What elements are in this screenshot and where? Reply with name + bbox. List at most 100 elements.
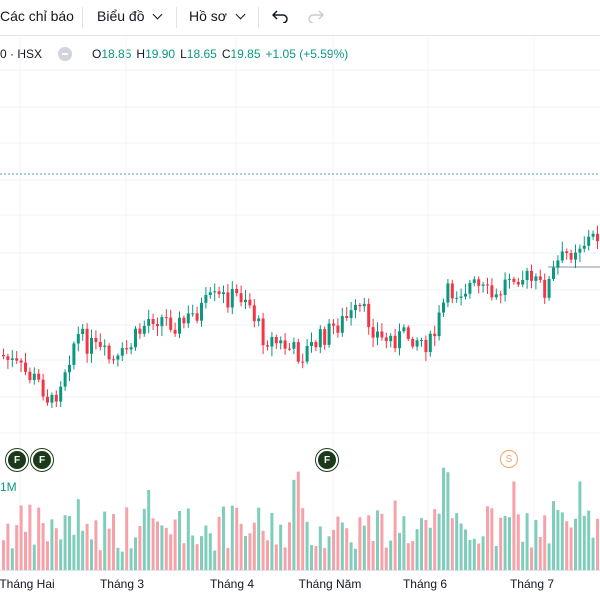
volume-bar [59, 539, 63, 570]
volume-bar [472, 538, 476, 570]
volume-bar [327, 536, 331, 570]
candle-body [217, 291, 221, 295]
candle-body [560, 251, 564, 261]
profile-button[interactable]: Hồ sơ [189, 8, 246, 24]
candle-body [367, 303, 371, 328]
volume-bar [525, 513, 529, 570]
volume-bar [134, 537, 137, 570]
visibility-toggle-icon[interactable] [58, 47, 73, 61]
candle-body [6, 356, 10, 360]
indicators-button[interactable]: Các chỉ báo [0, 8, 74, 24]
candle-body [486, 284, 489, 286]
candle-body [534, 276, 538, 281]
close-label: C [221, 47, 231, 61]
volume-bar [279, 524, 283, 570]
candle-body [235, 288, 239, 294]
event-marker-f[interactable]: F [6, 449, 28, 471]
volume-bar [556, 510, 560, 570]
candle-body [420, 339, 423, 341]
candle-body [32, 373, 36, 381]
time-axis[interactable]: Tháng Hai Tháng 3 Tháng 4 Tháng Năm Thán… [0, 570, 600, 601]
volume-bar [477, 543, 481, 570]
candle-body [116, 355, 120, 360]
candle-body [222, 292, 225, 295]
candle-body [393, 335, 397, 349]
marker-letter: S [505, 453, 513, 465]
candle-body [257, 318, 261, 322]
toolbar-divider [176, 7, 177, 28]
candle-body [195, 313, 199, 321]
candle-body [76, 334, 80, 344]
volume-bar [191, 535, 195, 570]
candle-body [292, 342, 296, 349]
chart-type-button[interactable]: Biểu đồ [97, 8, 163, 24]
candle-body [15, 358, 19, 361]
volume-bar [208, 533, 212, 570]
symbol-label[interactable]: 0 · HSX [0, 47, 43, 61]
volume-bar [235, 507, 239, 570]
candle-body [191, 313, 195, 315]
candle-body [362, 303, 366, 307]
volume-bar [283, 547, 287, 570]
volume-bar [332, 529, 335, 570]
volume-bar [54, 528, 58, 570]
volume-bar [28, 504, 32, 570]
candle-body [446, 283, 450, 303]
volume-bar [521, 541, 525, 570]
price-chart[interactable] [0, 35, 600, 570]
candle-body [85, 328, 89, 354]
undo-button[interactable] [272, 9, 288, 23]
candle-body [156, 324, 159, 327]
volume-bar [151, 518, 155, 570]
volume-bar [437, 513, 441, 570]
volume-bar [195, 544, 199, 570]
x-tick-label: Tháng Năm [298, 577, 362, 591]
candle-body [318, 329, 322, 348]
high-value: 19.90 [145, 47, 176, 61]
volume-bar [270, 512, 274, 570]
volume-bar [406, 543, 410, 570]
volume-bar [389, 540, 393, 570]
volume-bar [486, 506, 489, 570]
candle-body [450, 283, 454, 299]
volume-bar [358, 517, 362, 570]
volume-bar [46, 541, 49, 570]
candle-body [525, 270, 529, 281]
volume-bar [239, 523, 243, 570]
candle-body [472, 279, 476, 283]
candle-body [72, 343, 76, 365]
volume-bar [63, 515, 67, 570]
change-value: +1.05 (+5.59%) [265, 47, 349, 61]
candle-body [252, 305, 256, 322]
candle-body [565, 251, 569, 254]
candle-body [173, 329, 177, 334]
volume-bar [411, 541, 415, 570]
volume-bar [503, 515, 507, 570]
redo-button[interactable] [308, 9, 324, 23]
candle-body [578, 248, 582, 253]
volume-bar [230, 505, 234, 570]
candle-body [68, 364, 71, 373]
candle-body [503, 279, 507, 296]
event-marker-f[interactable]: F [31, 449, 53, 471]
volume-bar [10, 548, 14, 570]
chevron-down-icon [153, 9, 163, 19]
volume-bar [266, 540, 269, 570]
ohlc-legend: 0 · HSX O 18.85 H 19.90 L 18.65 C 19.85 +1.0… [0, 44, 353, 64]
volume-bar [41, 523, 45, 570]
candle-body [340, 316, 344, 333]
event-marker-s[interactable]: S [500, 450, 518, 468]
candle-body [354, 304, 357, 311]
candle-body [323, 329, 327, 345]
volume-bar [50, 519, 54, 570]
candle-body [107, 345, 111, 360]
volume-bar [380, 513, 384, 570]
volume-bar [578, 481, 582, 570]
volume-bar [552, 501, 555, 570]
candle-body [226, 292, 230, 308]
event-marker-f[interactable]: F [316, 449, 338, 471]
candle-body [46, 396, 49, 403]
candle-body [477, 279, 481, 286]
chevron-down-icon [235, 9, 246, 19]
volume-bar [371, 541, 375, 570]
